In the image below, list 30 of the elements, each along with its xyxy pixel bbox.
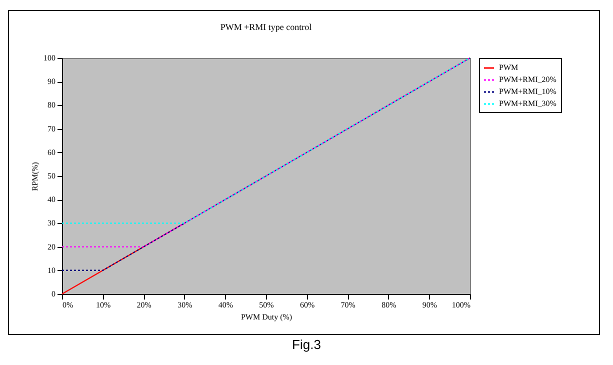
x-tick-label: 20% [136,300,152,310]
legend-label: PWM [499,63,518,72]
x-tick-label: 60% [300,300,315,310]
y-tick-label: 0 [52,290,56,298]
x-tick-label: 40% [218,300,234,310]
x-tick-label: 30% [178,300,193,310]
x-tick-label: 10% [96,300,111,310]
x-axis-title: PWM Duty (%) [240,312,292,322]
legend-label: PWM+RMI_10% [499,87,557,96]
x-tick-label: 90% [422,300,438,310]
y-axis-title: RPM(%) [30,162,40,191]
y-tick-label: 30 [48,218,56,228]
y-tick-label: 70 [48,124,56,134]
y-tick-label: 60 [48,148,56,157]
y-tick-label: 100 [44,54,56,62]
x-tick-label: 0% [62,300,74,310]
y-tick-label: 40 [48,195,56,204]
x-tick-label: 80% [382,300,397,310]
y-tick-label: 90 [48,77,56,86]
caption: Fig.3 [291,337,322,352]
legend-label: PWM+RMI_30% [499,99,557,108]
x-tick-label: 100% [452,300,471,310]
chart-title: PWM +RMI type control [220,22,312,32]
x-tick-label: 70% [340,300,356,310]
y-tick-label: 50 [48,172,56,180]
y-tick-label: 20 [48,242,56,252]
y-tick-label: 10 [48,266,56,275]
x-tick-label: 50% [259,300,274,310]
y-tick-label: 80 [48,100,56,110]
legend-label: PWM+RMI_20% [499,75,557,84]
